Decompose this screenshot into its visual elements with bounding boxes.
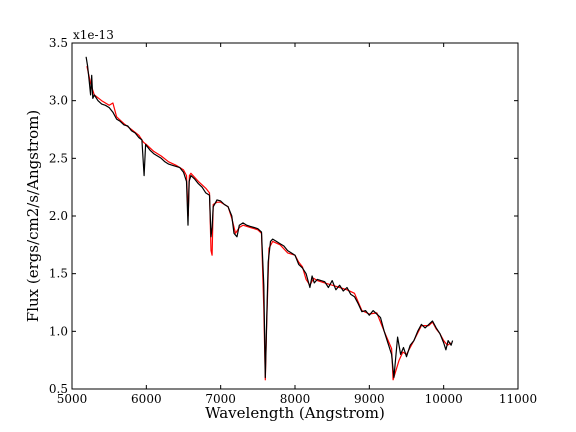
ticks-layer xyxy=(71,42,519,390)
y-axis-label: Flux (ergs/cm2/s/Angstrom) xyxy=(24,110,42,322)
y-tick-label: 0.5 xyxy=(49,382,68,396)
x-tick-label: 6000 xyxy=(131,392,162,406)
y-tick-label: 1.0 xyxy=(49,324,68,338)
x-tick-label: 8000 xyxy=(280,392,311,406)
y-tick-label: 2.0 xyxy=(49,209,68,223)
series-layer xyxy=(85,56,454,381)
plot-background xyxy=(72,43,518,389)
y-tick-label: 1.5 xyxy=(49,267,68,281)
x-tick-label: 5000 xyxy=(57,392,88,406)
series-line-2 xyxy=(85,56,454,379)
x-tick-label: 7000 xyxy=(205,392,236,406)
x-axis-label: Wavelength (Angstrom) xyxy=(205,404,385,422)
y-tick-label: 3.0 xyxy=(49,94,68,108)
y-tick-label: 2.5 xyxy=(49,151,68,165)
y-tick-label: 3.5 xyxy=(49,36,68,50)
x-tick-label: 9000 xyxy=(354,392,385,406)
y-multiplier-label: x1e-13 xyxy=(73,28,114,42)
x-tick-label: 10000 xyxy=(425,392,463,406)
x-tick-label: 11000 xyxy=(499,392,537,406)
tick-labels-layer: 5000 6000 7000 8000 9000 10000 11000 0.5 1.0 1.5 2… xyxy=(49,36,537,406)
